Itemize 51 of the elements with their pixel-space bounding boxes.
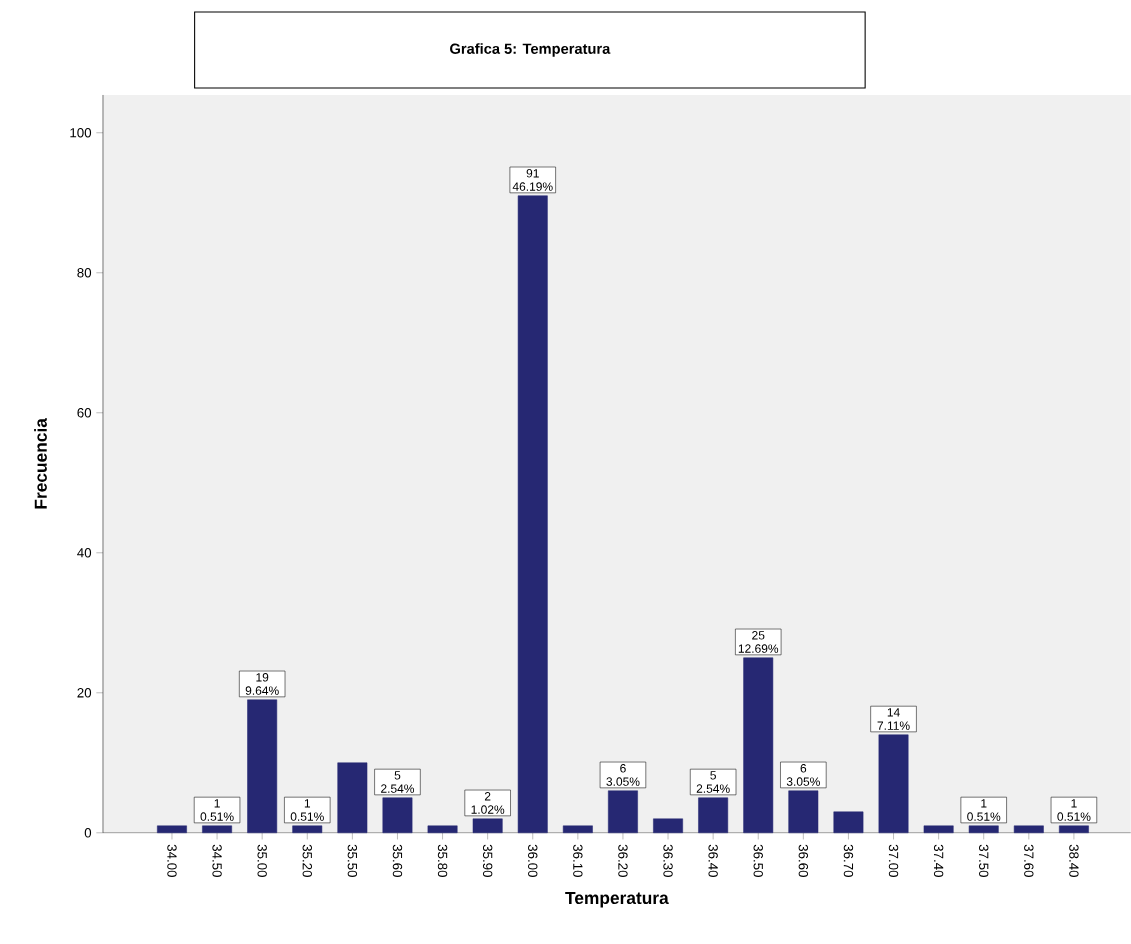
bar bbox=[1013, 825, 1044, 834]
x-tick-label: 36.20 bbox=[618, 844, 628, 878]
data-label: 1 0.51% bbox=[290, 799, 324, 821]
data-label: 91 46.19% bbox=[512, 169, 553, 191]
data-label: 5 2.54% bbox=[381, 771, 415, 793]
bar bbox=[337, 762, 368, 834]
x-tick-label: 38.40 bbox=[1069, 844, 1079, 878]
data-label: 1 0.51% bbox=[1057, 799, 1091, 821]
data-label: 2 1.02% bbox=[471, 792, 505, 814]
x-tick-label: 36.40 bbox=[708, 844, 718, 878]
x-tick-label: 34.00 bbox=[167, 844, 177, 878]
data-label: 25 12.69% bbox=[738, 631, 779, 653]
x-tick-label: 37.60 bbox=[1024, 844, 1034, 878]
x-tick-label: 36.30 bbox=[663, 844, 673, 878]
x-tick-label: 35.90 bbox=[482, 844, 493, 878]
x-tick-label: 37.40 bbox=[933, 844, 944, 878]
bar bbox=[562, 825, 593, 834]
x-tick-label: 37.50 bbox=[979, 844, 989, 878]
y-tick-label: 20 bbox=[77, 688, 92, 698]
x-axis-title: Temperatura bbox=[565, 892, 669, 908]
bar bbox=[923, 825, 954, 834]
x-tick-label: 36.00 bbox=[528, 844, 538, 878]
data-label: 1 0.51% bbox=[967, 799, 1001, 821]
y-tick-label: 0 bbox=[84, 828, 92, 838]
x-tick-label: 36.50 bbox=[753, 844, 763, 878]
data-label: 14 7.11% bbox=[877, 708, 910, 730]
bar bbox=[427, 825, 458, 834]
chart-title: Grafica 5: Temperatura bbox=[450, 43, 611, 57]
x-tick-label: 34.50 bbox=[212, 844, 222, 878]
data-label: 6 3.05% bbox=[786, 764, 820, 786]
y-tick-label: 60 bbox=[77, 408, 92, 418]
x-tick-label: 35.20 bbox=[302, 844, 312, 878]
x-tick-label: 37.00 bbox=[888, 844, 899, 878]
x-tick-label: 36.60 bbox=[798, 844, 809, 878]
data-label: 19 9.64% bbox=[245, 673, 279, 695]
bar bbox=[157, 825, 187, 834]
y-tick-label: 40 bbox=[77, 548, 92, 558]
data-label: 6 3.05% bbox=[606, 764, 640, 786]
x-tick-label: 36.70 bbox=[843, 844, 854, 878]
x-tick-label: 35.50 bbox=[347, 844, 358, 878]
x-tick-label: 35.60 bbox=[392, 844, 403, 878]
x-tick-label: 36.10 bbox=[573, 844, 583, 878]
data-label: 1 0.51% bbox=[200, 799, 234, 821]
data-label: 5 2.54% bbox=[696, 771, 730, 793]
x-tick-label: 35.00 bbox=[257, 844, 267, 878]
x-tick-label: 35.80 bbox=[437, 844, 448, 878]
y-tick-label: 80 bbox=[77, 268, 92, 278]
y-axis-title: Frecuencia bbox=[34, 418, 47, 509]
y-tick-label: 100 bbox=[70, 128, 92, 138]
bar bbox=[653, 818, 683, 834]
bar bbox=[833, 811, 864, 834]
